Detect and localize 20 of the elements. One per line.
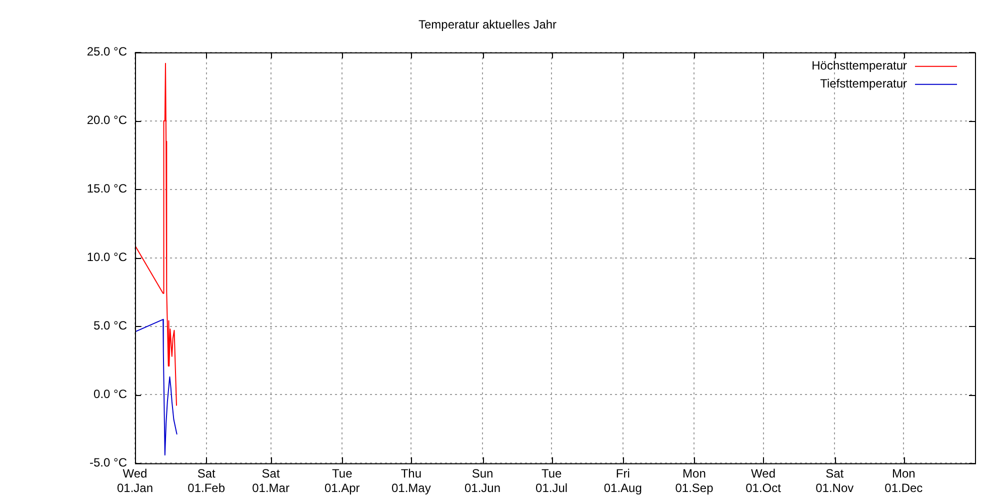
x-tick-label: Sat 01.Nov	[816, 466, 854, 496]
y-tick-label: 15.0 °C	[86, 182, 128, 196]
x-tick-label: Sat 01.Mar	[252, 466, 290, 496]
y-tick-label: 0.0 °C	[94, 387, 128, 402]
x-tick-label: Thu 01.May	[391, 466, 431, 496]
x-tick-label: Tue 01.Jul	[536, 466, 568, 496]
chart-title: Temperatur aktuelles Jahr	[418, 18, 557, 32]
legend-label: Tiefsttemperatur	[820, 76, 907, 91]
x-tick-label: Sun 01.Jun	[464, 466, 501, 496]
x-tick-label: Sat 01.Feb	[188, 466, 226, 496]
y-tick-label: 5.0 °C	[94, 318, 128, 333]
x-tick-label: Fri 01.Aug	[604, 466, 642, 496]
y-tick-label: 20.0 °C	[86, 113, 128, 128]
x-tick-label: Mon 01.Sep	[675, 466, 714, 496]
y-tick-label: 10.0 °C	[86, 250, 128, 264]
y-tick-label: 25.0 °C	[86, 44, 128, 59]
legend-label: Höchsttemperatur	[812, 58, 907, 73]
x-tick-label: Tue 01.Apr	[324, 466, 360, 496]
x-tick-label: Mon 01.Dec	[884, 466, 923, 496]
x-tick-label: Wed 01.Oct	[746, 466, 782, 496]
